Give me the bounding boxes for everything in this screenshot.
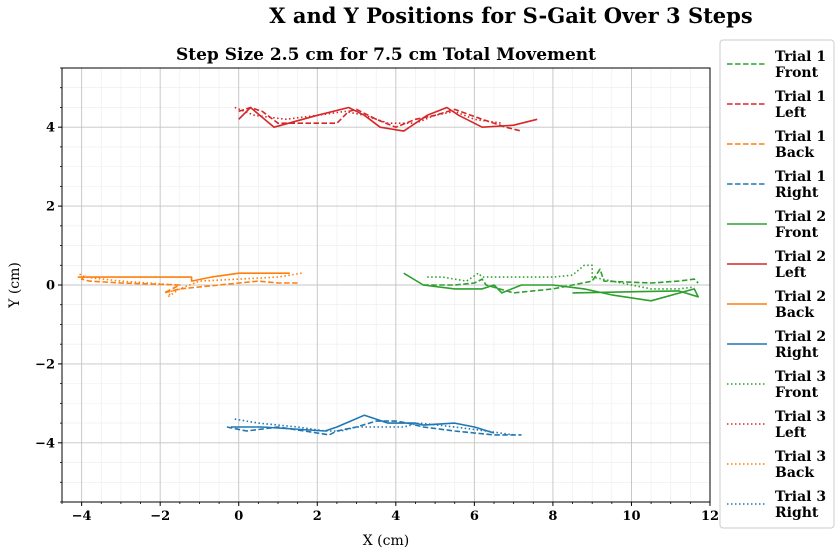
legend-label-line2: Front [775, 65, 819, 81]
axis-ticks: −4 −2 0 2 4 6 8 10 12 −4 −2 0 2 4 [35, 67, 719, 524]
series-line-1 [423, 268, 699, 294]
legend-label-line1: Trial 3 [775, 409, 826, 425]
legend-label-line2: Front [775, 385, 819, 401]
x-axis-label: X (cm) [363, 533, 409, 549]
x-tick-label: 4 [391, 509, 400, 524]
series-line-8 [230, 414, 495, 434]
legend-label-line1: Trial 3 [775, 369, 826, 385]
legend-label-line1: Trial 1 [775, 169, 826, 185]
legend-frame [719, 39, 835, 529]
legend-label-line1: Trial 2 [775, 329, 826, 345]
legend-label-line2: Front [775, 225, 819, 241]
figure-suptitle: X and Y Positions for S-Gait Over 3 Step… [269, 3, 752, 28]
legend-label-line2: Back [775, 305, 814, 321]
y-tick-label: −4 [35, 436, 55, 451]
series-line-5 [403, 272, 700, 302]
legend-label-line1: Trial 3 [775, 449, 826, 465]
series-line-11 [77, 272, 302, 298]
legend-label-line1: Trial 2 [775, 249, 826, 265]
y-tick-label: −2 [35, 357, 55, 372]
y-tick-label: 2 [46, 200, 55, 215]
plot-title: Step Size 2.5 cm for 7.5 cm Total Moveme… [176, 45, 596, 65]
y-tick-label: 4 [46, 121, 55, 136]
legend-label-line1: Trial 2 [775, 289, 826, 305]
series-line-3 [80, 274, 298, 294]
legend-label-line2: Right [775, 185, 819, 201]
series-line-2 [238, 106, 522, 132]
legend-label-line2: Right [775, 505, 819, 521]
legend-label-line1: Trial 3 [775, 489, 826, 505]
x-tick-label: −4 [72, 509, 92, 524]
x-tick-label: 8 [548, 509, 557, 524]
series-line-12 [234, 418, 514, 436]
legend-label-line1: Trial 2 [775, 209, 826, 225]
legend-label-line2: Back [775, 465, 814, 481]
x-tick-label: −2 [150, 509, 170, 524]
x-tick-label: 12 [701, 509, 719, 524]
legend-label-line1: Trial 1 [775, 129, 826, 145]
series-line-10 [234, 106, 503, 124]
series-line-7 [77, 272, 290, 282]
x-tick-label: 2 [313, 509, 322, 524]
legend-label-line1: Trial 1 [775, 49, 826, 65]
legend-label-line2: Left [775, 265, 807, 281]
legend-label-line2: Left [775, 105, 807, 121]
y-tick-label: 0 [46, 279, 55, 294]
series-line-6 [238, 106, 538, 132]
series-layer [77, 106, 700, 436]
x-tick-label: 6 [470, 509, 479, 524]
legend-label-line2: Left [775, 425, 807, 441]
legend-label-line2: Back [775, 145, 814, 161]
legend-label-line2: Right [775, 345, 819, 361]
x-tick-label: 10 [622, 509, 640, 524]
y-axis-label: Y (cm) [7, 262, 23, 309]
x-tick-label: 0 [234, 509, 243, 524]
legend-label-line1: Trial 1 [775, 89, 826, 105]
